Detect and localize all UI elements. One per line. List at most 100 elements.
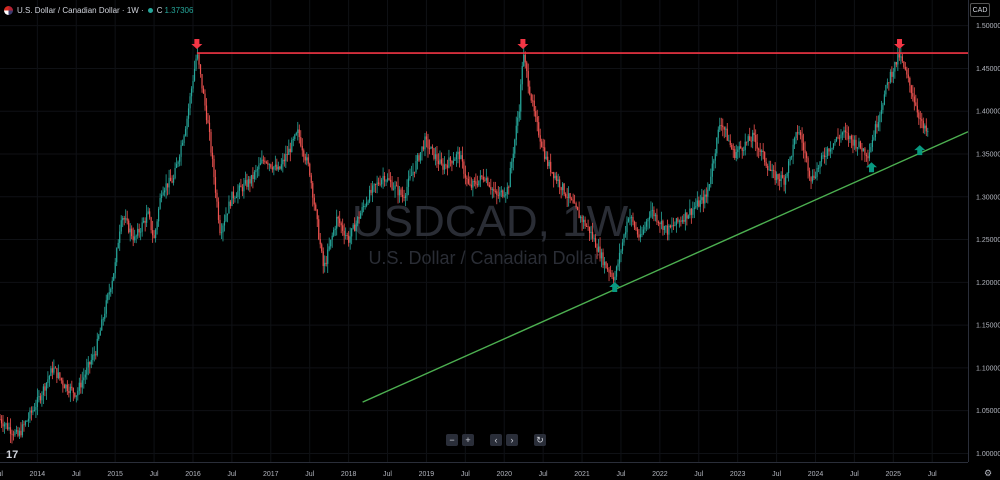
candle-body [527, 71, 529, 87]
candle-body [372, 185, 374, 193]
candle-body [671, 225, 673, 228]
candle-body [617, 263, 619, 267]
candle-body [204, 93, 206, 106]
candle-body [231, 191, 233, 206]
candle-body [14, 431, 16, 436]
candle-body [696, 200, 698, 207]
candle-body [17, 429, 19, 436]
candle-body [86, 367, 88, 375]
y-axis[interactable]: 1.00000 1.05000 1.10000 1.15000 1.20000 1.250… [968, 0, 1000, 480]
x-tick-label: Jul [305, 471, 314, 478]
candle-body [400, 189, 402, 195]
candle-body [807, 158, 809, 171]
candle-body [149, 211, 151, 218]
candle-body [223, 221, 226, 226]
candle-body [469, 183, 471, 185]
candle-body [922, 120, 924, 129]
candle-body [744, 141, 746, 151]
candle-body [202, 88, 205, 94]
candle-body [463, 161, 465, 174]
candle-body [861, 147, 863, 152]
candle-body [542, 147, 544, 148]
candle-body [401, 194, 404, 197]
candle-body [888, 82, 890, 84]
candle-body [26, 420, 28, 422]
candle-body [156, 221, 158, 230]
candle-body [520, 84, 522, 112]
candle-body [240, 185, 242, 188]
candle-body [521, 66, 523, 85]
x-tick-label: 2019 [419, 471, 435, 478]
reset-chart-button[interactable]: ↻ [534, 434, 546, 446]
candle-body [132, 236, 134, 241]
candle-body [419, 152, 422, 161]
tradingview-logo-icon[interactable]: 17 [6, 449, 19, 461]
candle-body [466, 177, 468, 179]
candle-body [897, 54, 899, 65]
candle-body [29, 410, 31, 419]
candle-body [291, 139, 293, 153]
candle-body [174, 168, 176, 179]
zoom-in-button[interactable]: + [462, 434, 474, 446]
candle-body [244, 180, 247, 184]
candle-body [330, 239, 332, 247]
candle-body [346, 235, 348, 236]
x-tick-label: 2023 [730, 471, 746, 478]
x-axis[interactable]: Jul 2014 Jul 2015 Jul 2016 Jul 2017 Jul 2018 Jul 20… [0, 462, 968, 479]
candle-body [141, 222, 143, 232]
gear-icon[interactable]: ⚙ [984, 468, 993, 478]
candle-body [755, 134, 757, 143]
candle-body [583, 219, 585, 223]
candle-body [222, 225, 224, 233]
candle-body [137, 228, 139, 236]
candle-body [819, 161, 821, 168]
candle-body [865, 154, 868, 157]
candle-body [472, 181, 474, 188]
chart-header: U.S. Dollar / Canadian Dollar · 1W · C 1… [4, 3, 193, 17]
candle-body [9, 427, 12, 434]
candle-body [677, 218, 679, 222]
candle-body [817, 167, 820, 169]
arrow-down-icon [517, 39, 529, 50]
y-axis-background [968, 0, 1000, 480]
candle-body [877, 122, 879, 128]
candle-body [184, 129, 187, 136]
candle-body [277, 166, 279, 170]
close-value: 1.37306 [164, 5, 194, 15]
candle-body [846, 132, 848, 134]
candle-body [318, 219, 320, 240]
candle-body [484, 179, 486, 181]
y-tick-label: 1.20000 [976, 280, 1000, 287]
zoom-out-button[interactable]: − [446, 434, 458, 446]
candle-body [773, 169, 775, 171]
currency-button[interactable]: CAD [970, 3, 990, 17]
candle-body [146, 213, 148, 223]
candle-body [171, 181, 173, 183]
candle-body [38, 396, 40, 398]
candle-body [265, 162, 267, 163]
candle-body [882, 104, 884, 110]
candle-body [593, 238, 595, 240]
candle-body [83, 377, 85, 381]
candle-body [285, 154, 287, 162]
candle-body [535, 111, 537, 117]
candle-body [638, 234, 640, 238]
candle-body [796, 132, 799, 134]
candle-body [348, 235, 350, 243]
trend-lines[interactable] [196, 52, 969, 403]
scroll-right-button[interactable]: › [506, 434, 518, 446]
candle-body [195, 58, 197, 69]
candle-body [421, 146, 423, 153]
scroll-left-button[interactable]: ‹ [490, 434, 502, 446]
candle-body [918, 112, 920, 119]
candle-body [306, 157, 308, 161]
candle-body [686, 212, 688, 219]
support-line[interactable] [362, 131, 969, 403]
candle-body [924, 125, 926, 129]
candle-body [602, 252, 604, 266]
candle-body [192, 80, 194, 89]
candle-body [297, 129, 299, 133]
candle-body [81, 380, 83, 388]
candle-body [689, 208, 691, 216]
